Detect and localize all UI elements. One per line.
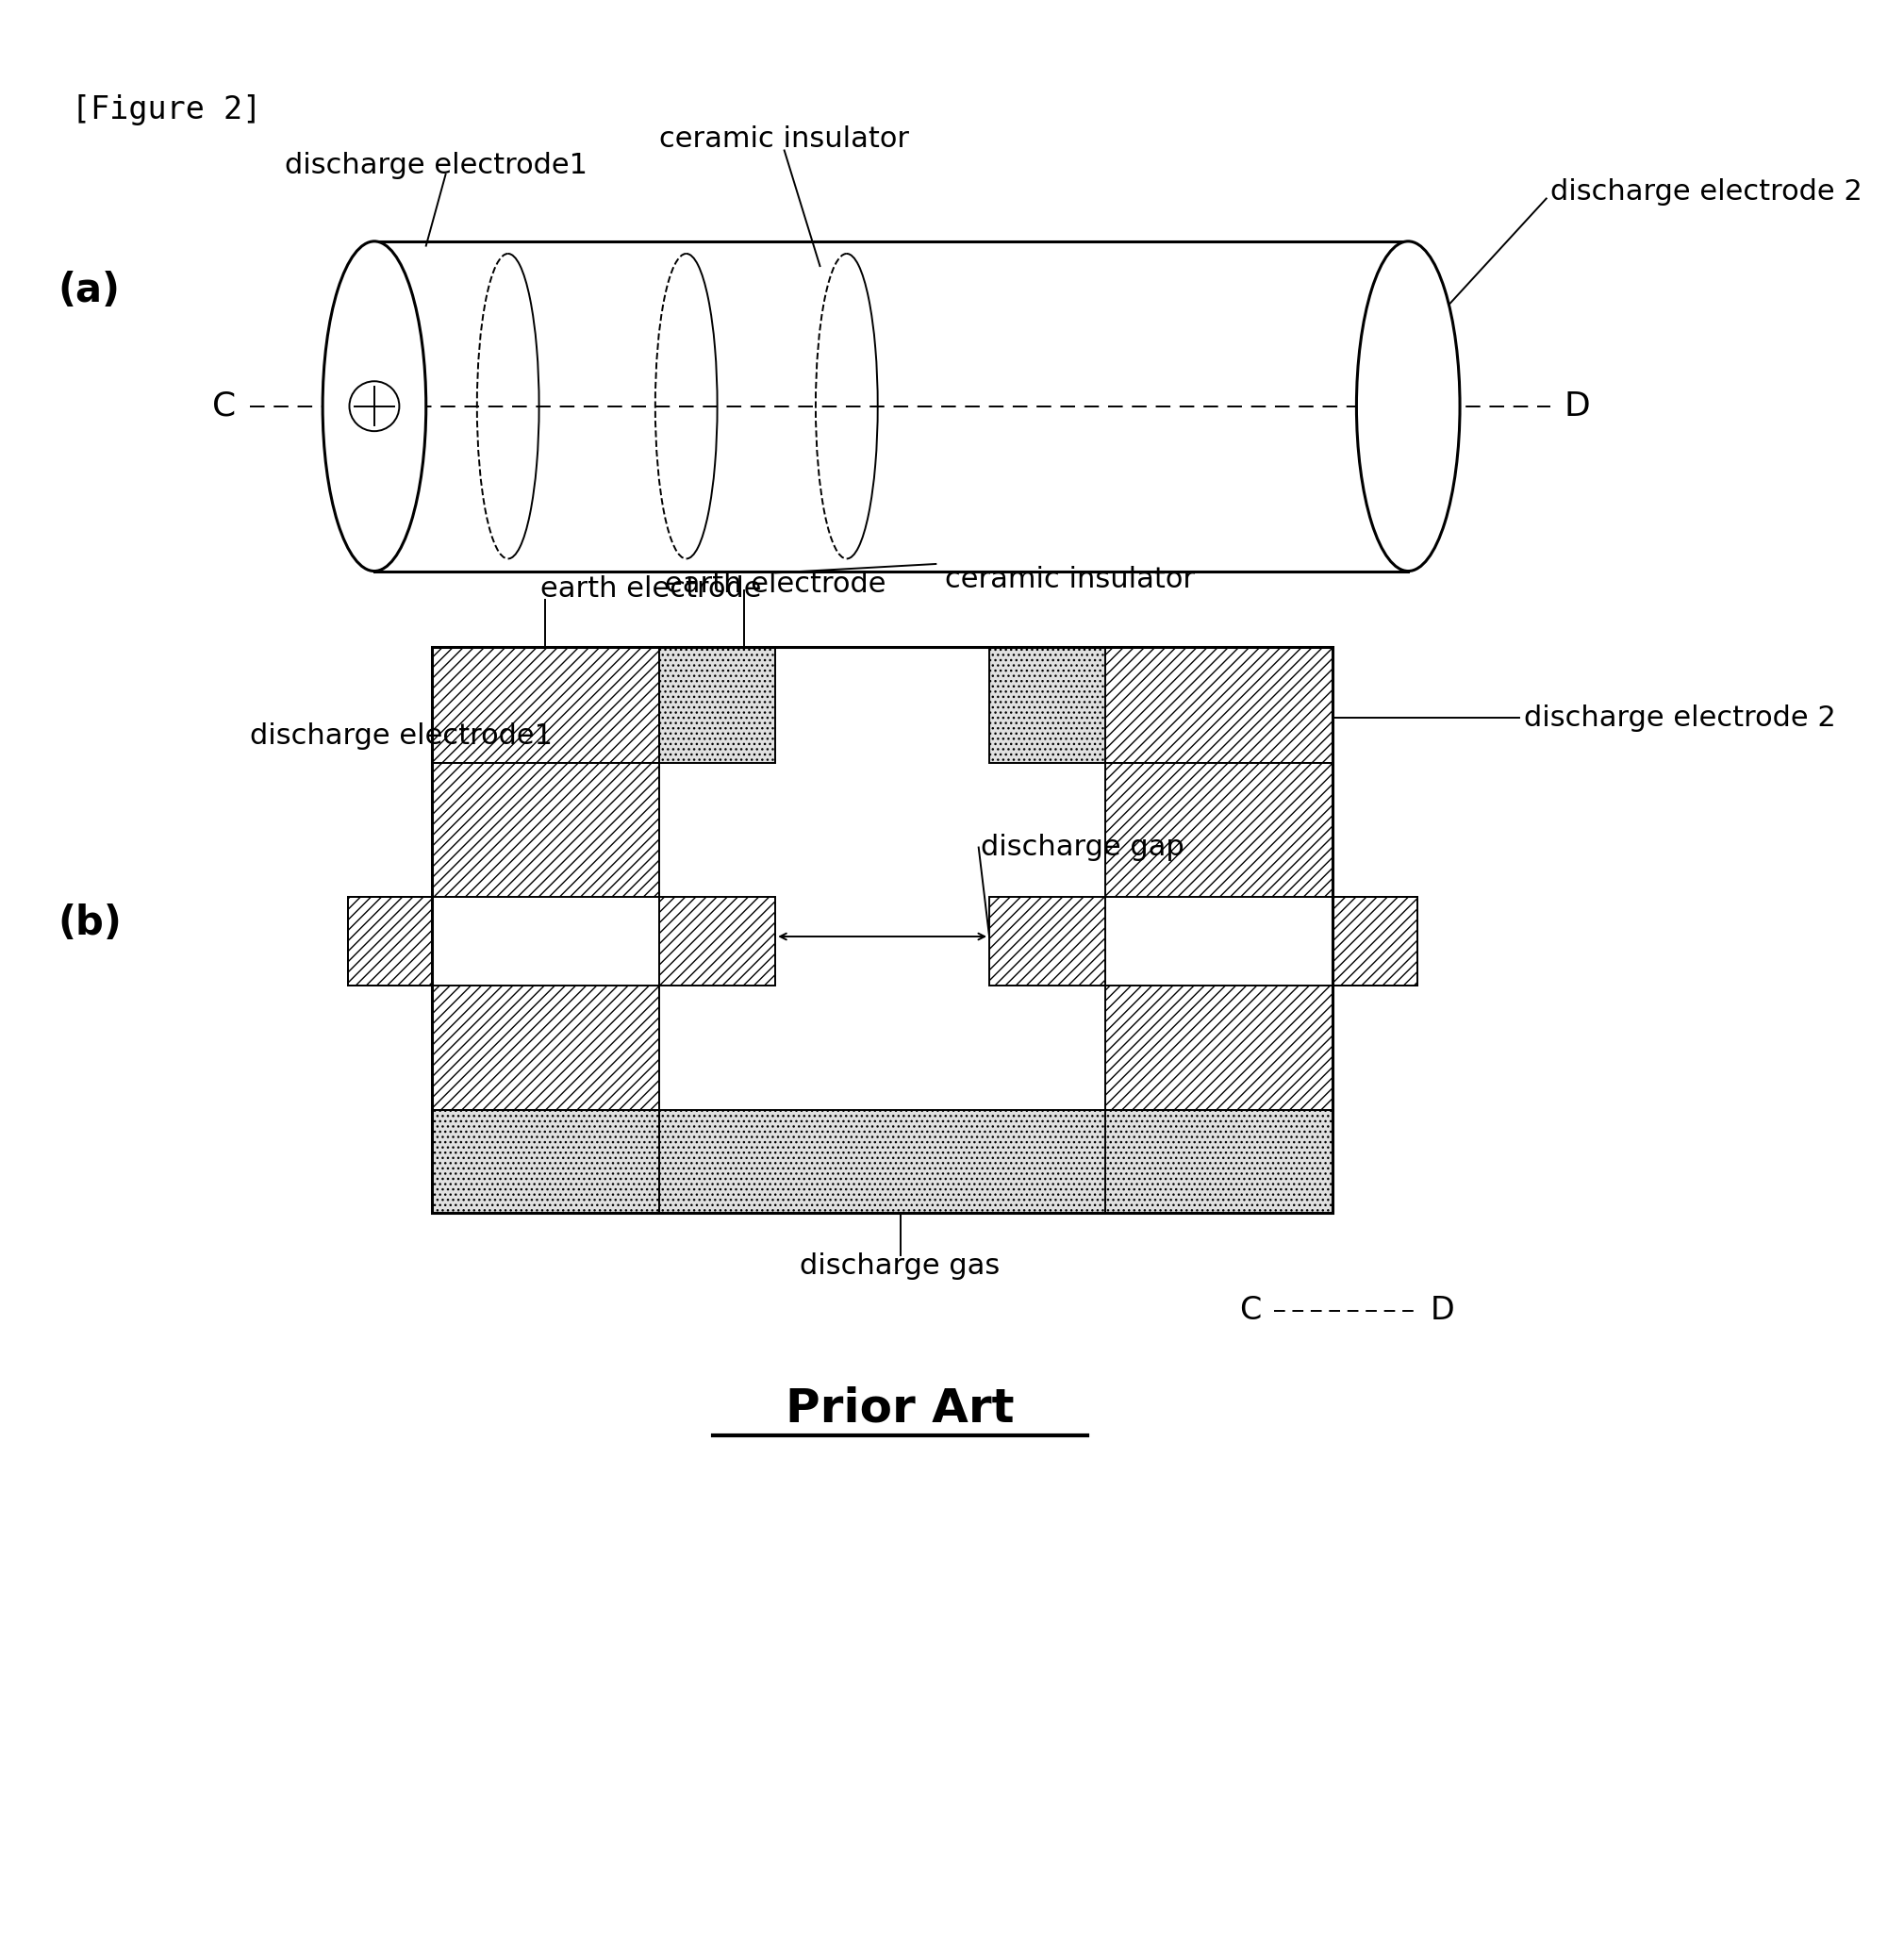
Text: earth electrode: earth electrode bbox=[664, 570, 885, 597]
Text: discharge electrode 2: discharge electrode 2 bbox=[1550, 178, 1862, 206]
Bar bbox=[1333, 896, 1417, 985]
Text: discharge electrode1: discharge electrode1 bbox=[286, 151, 588, 178]
Text: discharge gap: discharge gap bbox=[981, 834, 1184, 861]
Bar bbox=[348, 896, 432, 985]
Text: Prior Art: Prior Art bbox=[786, 1386, 1015, 1431]
Bar bbox=[432, 648, 1333, 1212]
Bar bbox=[659, 648, 775, 762]
Ellipse shape bbox=[1356, 240, 1460, 572]
Text: (b): (b) bbox=[57, 904, 122, 942]
Bar bbox=[1104, 985, 1333, 1111]
Text: (a): (a) bbox=[57, 271, 120, 310]
Bar bbox=[432, 985, 659, 1111]
Bar bbox=[990, 896, 1104, 985]
Bar bbox=[432, 762, 659, 896]
Text: D: D bbox=[1565, 390, 1590, 423]
Bar bbox=[348, 896, 432, 985]
Bar bbox=[432, 648, 659, 762]
Bar bbox=[990, 648, 1104, 762]
Bar bbox=[659, 1111, 1104, 1212]
Text: C: C bbox=[1240, 1295, 1260, 1326]
Bar bbox=[1104, 648, 1333, 762]
Bar bbox=[375, 240, 1409, 572]
Ellipse shape bbox=[322, 240, 426, 572]
Bar bbox=[775, 896, 990, 985]
Text: earth electrode: earth electrode bbox=[541, 576, 762, 603]
Bar bbox=[1104, 762, 1333, 896]
Text: discharge gas: discharge gas bbox=[800, 1253, 1000, 1280]
Bar bbox=[432, 1111, 659, 1212]
Text: discharge electrode 2: discharge electrode 2 bbox=[1523, 704, 1835, 731]
Text: ceramic insulator: ceramic insulator bbox=[944, 566, 1194, 593]
Bar bbox=[659, 896, 775, 985]
Bar bbox=[1104, 1111, 1333, 1212]
Bar bbox=[659, 985, 1104, 1111]
Text: ceramic insulator: ceramic insulator bbox=[659, 126, 910, 153]
Text: C: C bbox=[213, 390, 236, 423]
Text: discharge electrode1: discharge electrode1 bbox=[249, 723, 552, 750]
Bar bbox=[659, 762, 1104, 896]
Text: [Figure 2]: [Figure 2] bbox=[70, 95, 261, 126]
Text: D: D bbox=[1430, 1295, 1455, 1326]
Bar bbox=[1333, 896, 1417, 985]
